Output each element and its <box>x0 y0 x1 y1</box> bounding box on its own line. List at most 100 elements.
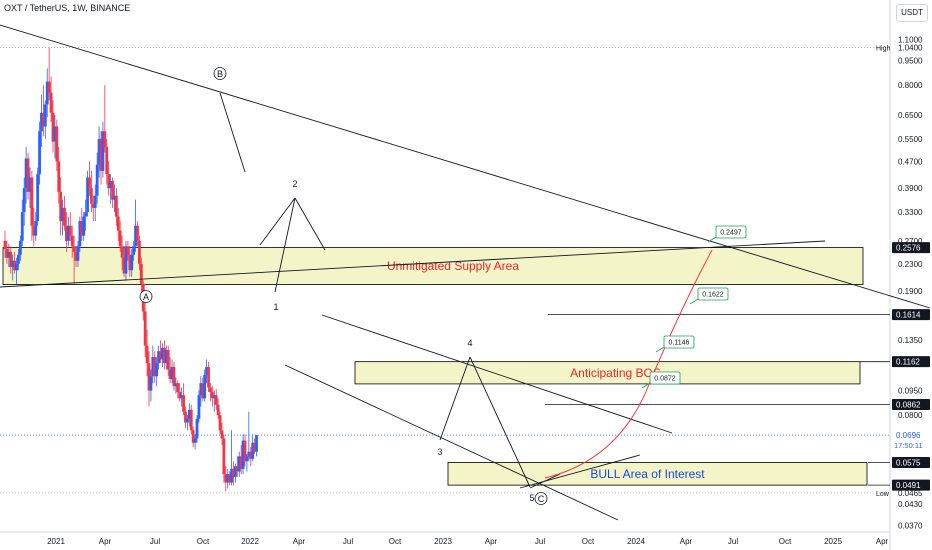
target-1: 0.1146 <box>655 335 695 353</box>
candle-93 <box>182 383 185 416</box>
y-tick-14: 0.0800 <box>898 411 923 420</box>
y-tick-13: 0.0950 <box>898 387 923 396</box>
y-tick-10: 0.2300 <box>898 260 923 269</box>
candle-81 <box>159 340 162 364</box>
candle-9 <box>20 199 24 247</box>
symbol-title: OXT / TetherUS, 1W, BINANCE <box>4 3 131 13</box>
x-tick-0: 2021 <box>47 537 65 546</box>
trend-line-7 <box>294 197 326 251</box>
candle-17 <box>36 167 40 226</box>
candle-110 <box>214 389 218 410</box>
candle-126 <box>245 454 249 472</box>
candle-86 <box>168 357 172 384</box>
candle-29 <box>59 177 63 236</box>
candle-68 <box>134 199 137 252</box>
candle-28 <box>57 146 61 204</box>
candle-98 <box>191 426 195 448</box>
x-tick-5: Apr <box>293 537 306 546</box>
candle-125 <box>243 434 247 467</box>
candle-55 <box>109 174 112 204</box>
svg-text:17:50:11: 17:50:11 <box>894 441 923 450</box>
wave-label-2: 1 <box>273 302 278 312</box>
wave-label-0: A <box>143 292 149 302</box>
candle-94 <box>184 406 187 429</box>
candle-2 <box>7 243 11 267</box>
candle-67 <box>132 240 136 261</box>
svg-text:0.0696: 0.0696 <box>896 431 921 440</box>
candle-65 <box>128 246 132 277</box>
candle-92 <box>180 387 184 407</box>
candle-119 <box>232 461 235 486</box>
y-tick-17: 0.0370 <box>898 522 923 531</box>
candle-45 <box>90 170 93 213</box>
price-tag-2: 0.1162 <box>892 356 930 368</box>
currency-button[interactable]: USDT <box>896 4 928 22</box>
candle-43 <box>86 170 89 217</box>
candle-130 <box>253 438 256 455</box>
wave-circle-7 <box>534 492 548 505</box>
y-tick-9: 0.2700 <box>898 237 923 246</box>
y-tick-16: 0.0430 <box>898 500 923 509</box>
trend-line-10 <box>469 356 531 488</box>
candle-115 <box>224 466 228 492</box>
candle-32 <box>65 212 68 252</box>
candle-91 <box>178 383 182 402</box>
candle-48 <box>95 152 99 204</box>
candle-95 <box>186 415 189 431</box>
svg-text:0.0575: 0.0575 <box>896 458 921 467</box>
candle-36 <box>72 235 76 284</box>
x-tick-3: Oct <box>197 537 210 546</box>
candle-61 <box>120 235 124 271</box>
candle-120 <box>234 463 237 483</box>
candle-101 <box>197 390 201 423</box>
trend-line-5 <box>219 92 246 173</box>
candle-27 <box>55 119 59 171</box>
price-tag-3: 0.0862 <box>892 398 930 410</box>
candle-44 <box>88 161 91 196</box>
x-tick-6: Jul <box>343 537 353 546</box>
candle-40 <box>80 207 84 241</box>
candle-87 <box>170 359 174 384</box>
candle-100 <box>195 415 199 443</box>
target-3: 0.2497 <box>707 225 747 243</box>
candle-11 <box>24 146 28 204</box>
candle-0 <box>3 230 7 258</box>
candle-51 <box>101 121 105 178</box>
y-tick-12: 0.1350 <box>898 336 923 345</box>
y-tick-6: 0.4700 <box>898 157 923 166</box>
candle-107 <box>209 383 212 402</box>
x-tick-9: Apr <box>485 537 498 546</box>
candle-78 <box>153 351 157 384</box>
candle-131 <box>255 435 258 457</box>
candle-10 <box>22 177 26 226</box>
candle-124 <box>241 434 245 475</box>
x-tick-14: Jul <box>728 537 738 546</box>
candle-123 <box>239 444 243 475</box>
candle-108 <box>210 386 214 407</box>
candle-64 <box>126 240 130 261</box>
trend-line-0 <box>0 24 931 309</box>
trend-line-3 <box>321 314 673 434</box>
candle-84 <box>164 345 168 370</box>
trend-line-2 <box>284 364 619 521</box>
x-tick-17: Apr <box>876 537 889 546</box>
candle-24 <box>49 76 53 122</box>
candle-112 <box>218 411 222 435</box>
candle-103 <box>201 377 205 402</box>
svg-text:0.2576: 0.2576 <box>896 244 921 253</box>
candle-26 <box>53 114 57 159</box>
candle-5 <box>13 251 16 274</box>
candle-58 <box>114 188 118 226</box>
candle-69 <box>136 221 139 247</box>
candle-3 <box>9 246 13 274</box>
candle-33 <box>66 216 70 247</box>
candle-16 <box>34 212 38 241</box>
candle-54 <box>107 161 111 196</box>
candle-38 <box>76 240 80 267</box>
candle-118 <box>230 430 233 486</box>
candle-59 <box>116 207 120 241</box>
y-tick-15: 0.0465 <box>898 489 923 498</box>
svg-text:0.1146: 0.1146 <box>669 340 690 347</box>
